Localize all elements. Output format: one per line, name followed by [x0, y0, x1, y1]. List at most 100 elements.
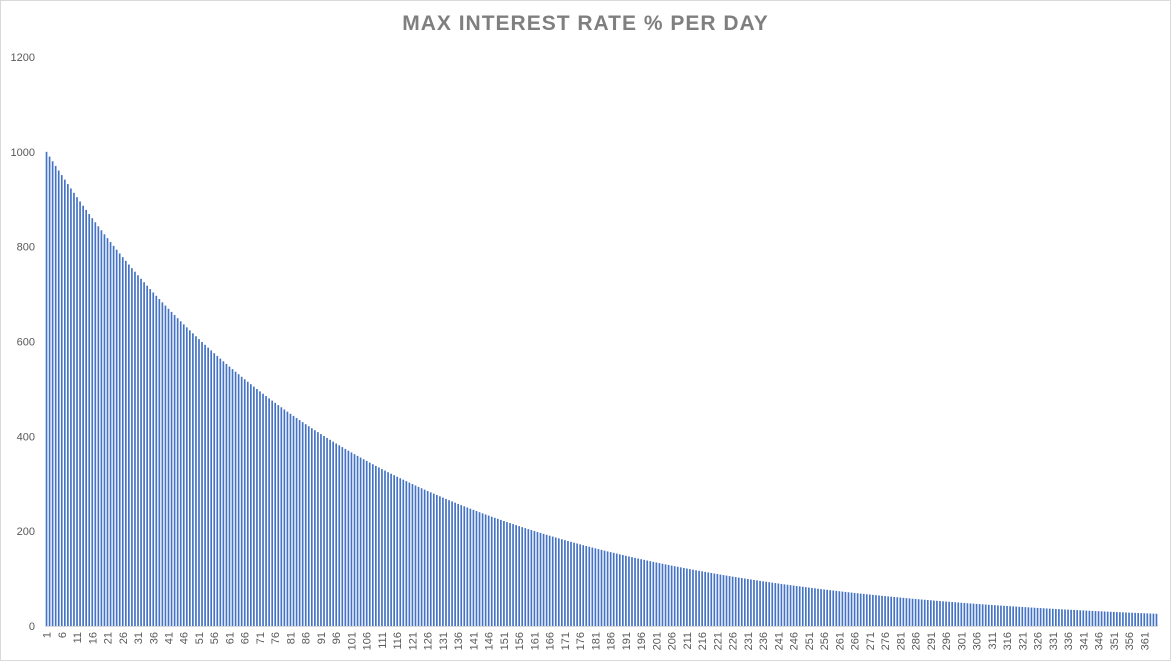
bar	[1009, 606, 1011, 626]
bar	[378, 467, 380, 626]
bar	[487, 515, 490, 626]
x-tick-label: 356	[1124, 632, 1136, 650]
x-tick-label: 66	[240, 632, 252, 644]
bar	[1058, 609, 1060, 626]
bar	[442, 497, 444, 626]
y-tick-label: 400	[17, 431, 35, 443]
x-tick-label: 136	[453, 632, 465, 650]
bar	[70, 188, 72, 626]
bar	[475, 511, 478, 626]
bar	[213, 353, 216, 626]
bar	[939, 601, 941, 626]
bar	[899, 597, 902, 626]
bar	[478, 512, 481, 626]
bar	[585, 545, 588, 626]
bar	[246, 381, 249, 626]
x-tick-label: 126	[423, 632, 435, 650]
bar	[265, 396, 267, 626]
bar	[170, 311, 173, 626]
bar	[548, 535, 551, 626]
bar	[97, 226, 100, 627]
bar	[469, 508, 472, 626]
bar	[774, 583, 777, 626]
bar	[905, 598, 908, 626]
bar	[917, 599, 920, 626]
x-tick-label: 151	[499, 632, 511, 650]
bar	[896, 597, 899, 626]
bar	[920, 599, 923, 626]
bar	[524, 528, 527, 626]
bar	[884, 596, 886, 626]
bar	[658, 563, 661, 626]
bar	[79, 201, 81, 626]
bar	[338, 445, 341, 626]
bar	[704, 571, 707, 626]
bar	[286, 411, 289, 626]
x-tick-label: 306	[972, 632, 984, 650]
bar	[143, 282, 145, 626]
bar	[966, 603, 969, 626]
bar	[853, 592, 856, 626]
bar	[67, 184, 69, 627]
bar	[493, 517, 496, 626]
bar	[1079, 610, 1082, 626]
bar	[725, 575, 728, 626]
bar	[667, 564, 670, 626]
bar	[381, 469, 383, 626]
x-tick-label: 156	[514, 632, 526, 650]
bar	[625, 555, 627, 626]
bar	[533, 531, 536, 626]
bar	[121, 257, 124, 626]
bar	[844, 591, 847, 626]
bar	[594, 548, 597, 626]
bar	[60, 175, 63, 626]
bar	[582, 545, 585, 626]
bar	[789, 585, 792, 626]
bar	[878, 595, 880, 626]
bar	[823, 589, 825, 626]
bar	[365, 460, 368, 626]
x-tick-label: 146	[484, 632, 496, 650]
bar	[743, 578, 746, 626]
bar	[847, 592, 850, 626]
bar	[384, 470, 386, 626]
bar	[570, 541, 572, 626]
bar	[1131, 612, 1133, 626]
bar	[463, 506, 466, 626]
bar	[679, 567, 682, 626]
x-tick-label: 116	[392, 632, 404, 650]
x-tick-label: 281	[895, 632, 907, 650]
bar	[1051, 608, 1054, 626]
bar	[274, 402, 277, 626]
bar	[204, 344, 206, 626]
bar	[198, 339, 200, 626]
bar	[628, 556, 630, 626]
bar	[512, 524, 514, 626]
bar	[554, 537, 557, 626]
bar	[869, 594, 871, 626]
bar	[432, 493, 435, 626]
bar	[542, 533, 545, 626]
x-tick-label: 346	[1094, 632, 1106, 650]
bar	[292, 415, 295, 626]
bar	[972, 603, 975, 626]
bar	[942, 601, 944, 626]
bar	[914, 598, 917, 626]
bar	[1018, 606, 1021, 626]
bar	[216, 355, 219, 626]
bar	[957, 602, 960, 626]
bar	[948, 601, 950, 626]
bar	[771, 582, 774, 626]
bar	[359, 457, 362, 626]
bar	[128, 264, 130, 626]
bar	[981, 604, 984, 626]
bar	[124, 260, 127, 626]
bar	[811, 587, 813, 626]
bar	[631, 557, 633, 626]
bar	[862, 593, 865, 626]
bar	[661, 563, 664, 626]
bar	[838, 591, 841, 626]
bar	[326, 437, 328, 626]
bar	[496, 518, 499, 626]
bar	[88, 214, 91, 626]
